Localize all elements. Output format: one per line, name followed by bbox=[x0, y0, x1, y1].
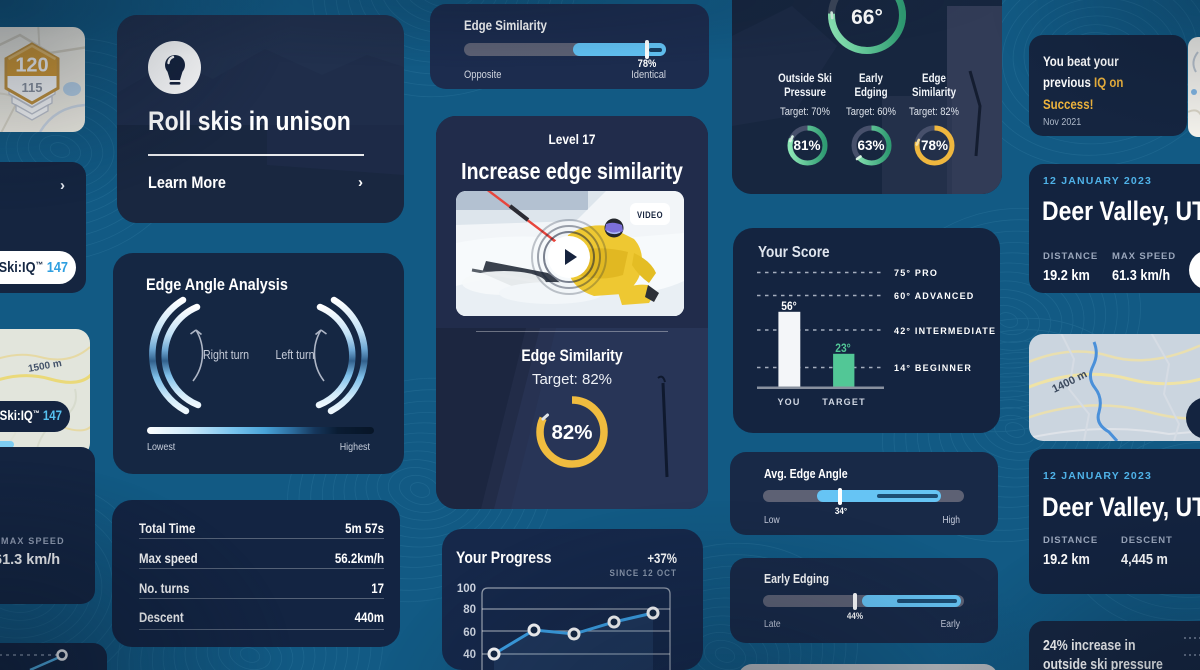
svg-text:120: 120 bbox=[15, 55, 48, 77]
svg-text:60: 60 bbox=[463, 627, 476, 639]
svg-text:115: 115 bbox=[22, 80, 43, 95]
svg-text:40: 40 bbox=[463, 649, 476, 661]
svg-text:100: 100 bbox=[457, 583, 476, 595]
svg-text:80: 80 bbox=[463, 604, 476, 616]
